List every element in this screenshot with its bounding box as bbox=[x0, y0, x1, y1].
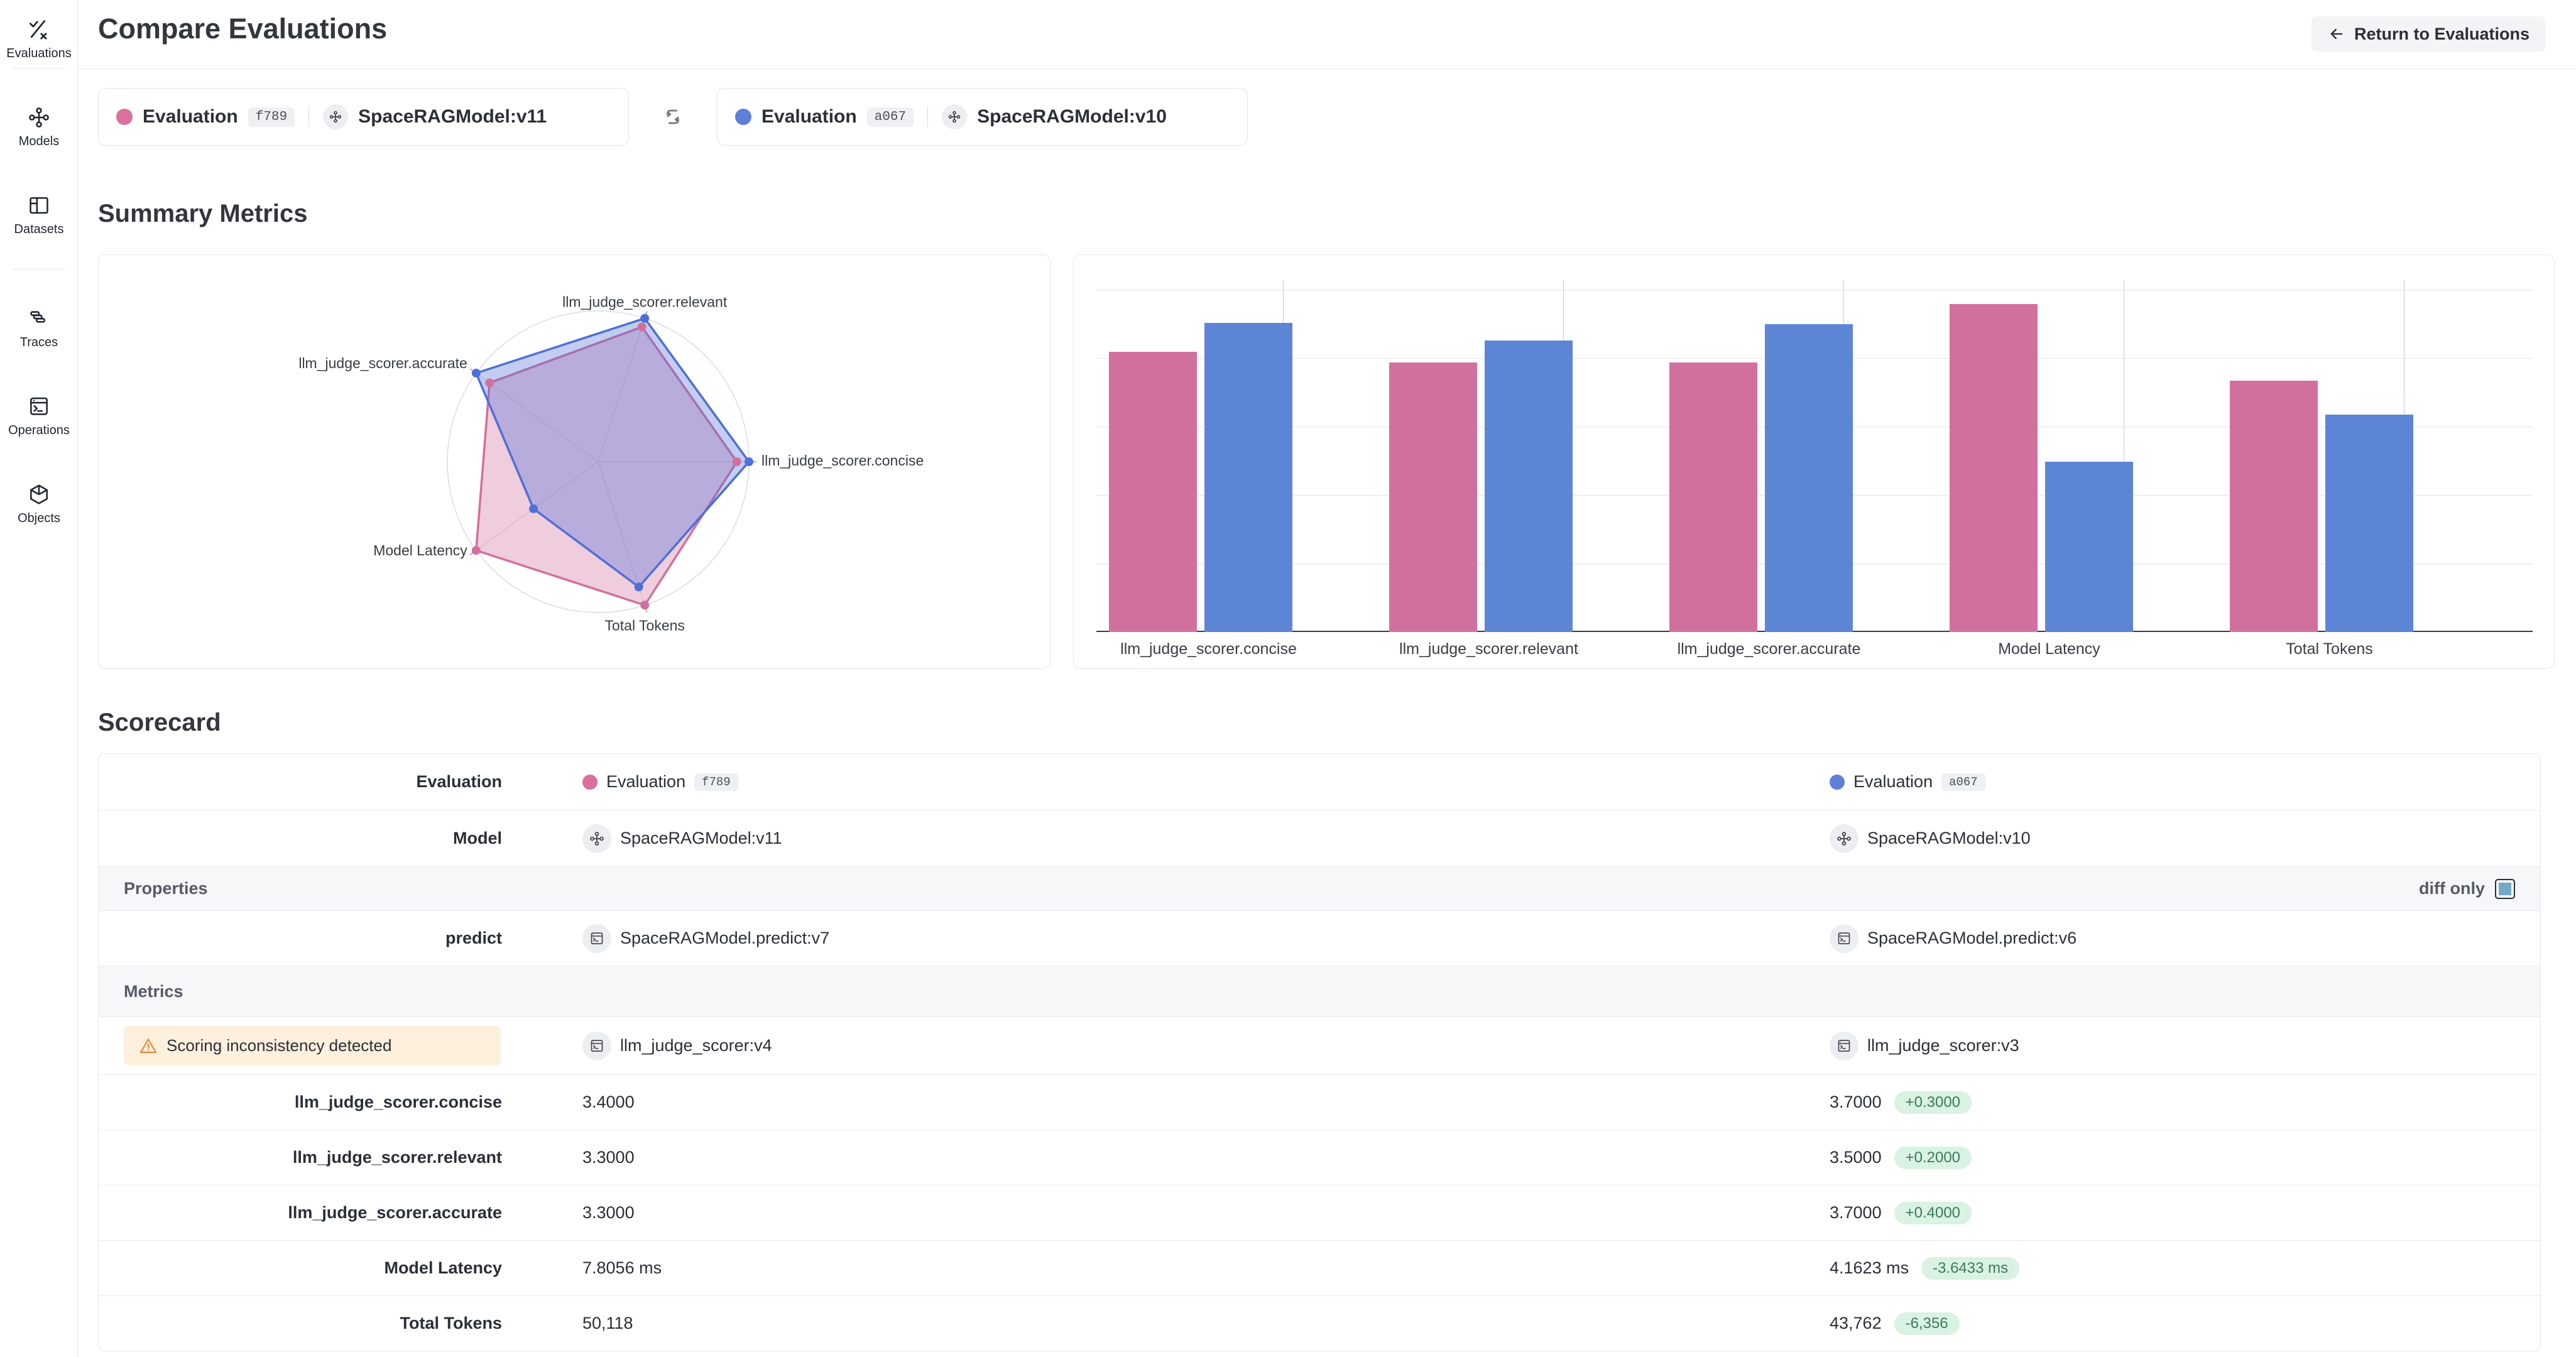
svg-text:llm_judge_scorer.accurate: llm_judge_scorer.accurate bbox=[298, 355, 467, 371]
svg-text:Total Tokens: Total Tokens bbox=[604, 617, 684, 633]
svg-text:Model Latency: Model Latency bbox=[373, 542, 467, 559]
svg-text:llm_judge_scorer.relevant: llm_judge_scorer.relevant bbox=[562, 294, 728, 310]
svg-text:llm_judge_scorer.concise: llm_judge_scorer.concise bbox=[761, 452, 924, 469]
